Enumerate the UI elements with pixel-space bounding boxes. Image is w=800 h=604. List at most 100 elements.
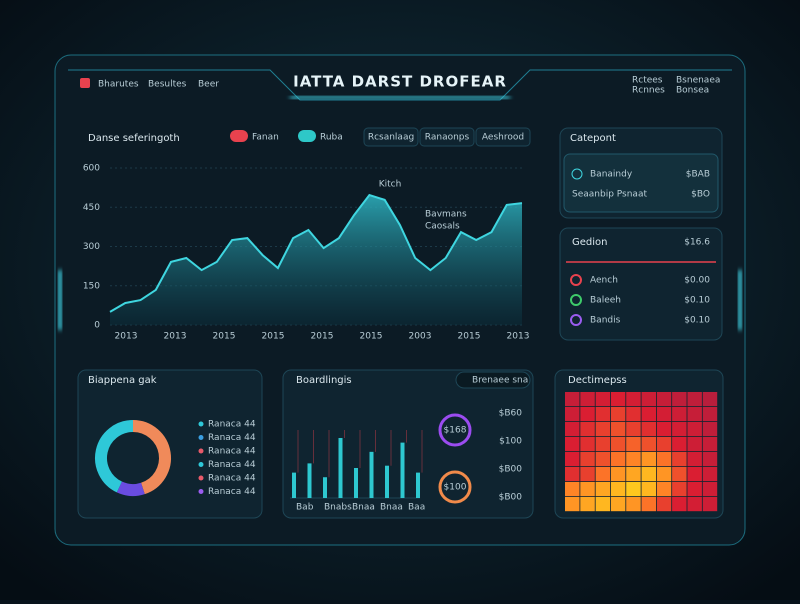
header-line	[68, 69, 732, 101]
legend-dot	[198, 448, 204, 454]
tab[interactable]	[419, 127, 475, 147]
heat-cell	[656, 407, 672, 422]
card	[563, 153, 719, 213]
heat-cell	[580, 422, 595, 437]
row-value: $BAB	[686, 170, 710, 180]
panel	[282, 369, 534, 519]
heat-cell	[580, 482, 595, 497]
row-value: $BO	[691, 190, 710, 200]
chart-title: Danse seferingoth	[88, 133, 180, 144]
panel-title: Gedion	[572, 237, 607, 248]
heat-cell	[565, 407, 580, 422]
heat-cell	[610, 452, 626, 467]
tab-label[interactable]: Ranaonps	[425, 133, 470, 143]
side-value: $B00	[499, 465, 523, 475]
heat-cell	[702, 437, 718, 452]
y-tick-label: 450	[83, 203, 100, 213]
heat-cell	[580, 392, 595, 407]
ring	[438, 470, 472, 504]
x-tick-label: 2013	[507, 332, 530, 342]
side-glow	[738, 270, 742, 330]
heat-cell	[610, 497, 626, 512]
bar	[354, 468, 358, 498]
heat-cell	[656, 467, 672, 482]
y-tick-label: 0	[94, 321, 100, 331]
y-tick-label: 150	[83, 281, 100, 291]
heat-cell	[656, 452, 672, 467]
tab-label[interactable]: Aeshrood	[482, 133, 524, 143]
legend-swatch[interactable]	[298, 130, 316, 142]
x-tick-label: Bab	[296, 503, 314, 513]
heat-cell	[687, 407, 702, 422]
annotation: Kitch	[379, 180, 402, 190]
heat-cell	[595, 407, 611, 422]
heat-cell	[626, 467, 641, 482]
tab[interactable]	[475, 127, 531, 147]
heat-cell	[687, 467, 702, 482]
heat-cell	[595, 422, 611, 437]
header-label: Bsnenaea	[676, 76, 720, 86]
heat-cell	[702, 422, 718, 437]
legend-label[interactable]: Ruba	[320, 133, 343, 143]
heat-cell	[702, 407, 718, 422]
heat-cell	[672, 497, 687, 512]
tab-label[interactable]: Rcsanlaag	[368, 133, 414, 143]
heat-cell	[565, 467, 580, 482]
heat-cell	[687, 392, 702, 407]
heat-cell	[687, 497, 702, 512]
ring-label: $100	[444, 483, 467, 493]
heat-cell	[580, 452, 595, 467]
heat-cell	[702, 467, 718, 482]
heat-cell	[595, 437, 611, 452]
row-icon	[570, 294, 582, 306]
row-value: $0.00	[684, 276, 710, 286]
legend-label: Ranaca 44	[208, 487, 256, 497]
heat-cell	[565, 422, 580, 437]
pill-label[interactable]: Brenaee sna	[472, 376, 528, 386]
heat-cell	[626, 422, 641, 437]
heat-cell	[641, 497, 656, 512]
heat-cell	[687, 422, 702, 437]
heat-cell	[641, 437, 656, 452]
legend-dot	[198, 462, 204, 467]
legend-swatch[interactable]	[230, 130, 248, 142]
tab[interactable]	[363, 127, 419, 147]
heat-cell	[580, 437, 595, 452]
legend-label: Ranaca 44	[208, 447, 256, 457]
panel-title: Catepont	[570, 133, 616, 144]
heat-cell	[672, 437, 687, 452]
pill[interactable]	[455, 371, 531, 389]
row-value: $0.10	[684, 296, 710, 306]
heat-cell	[595, 467, 611, 482]
row-icon	[570, 274, 582, 286]
bar	[323, 477, 327, 498]
heat-cell	[656, 497, 672, 512]
bar	[338, 438, 343, 498]
x-tick-label: 2013	[115, 332, 138, 342]
row-label: Baleeh	[590, 296, 621, 306]
heat-cell	[610, 482, 626, 497]
side-value: $B00	[499, 493, 523, 503]
annotation-sub: Bavmans	[425, 210, 467, 220]
bar	[292, 472, 296, 498]
legend-label: Ranaca 44	[208, 474, 256, 484]
heat-cell	[565, 452, 580, 467]
header-glow	[290, 96, 510, 99]
legend-label: Ranaca 44	[208, 420, 256, 430]
heat-cell	[610, 407, 626, 422]
heat-cell	[702, 392, 718, 407]
heat-cell	[610, 437, 626, 452]
legend-label[interactable]: Fanan	[252, 133, 279, 143]
icon	[571, 168, 583, 180]
x-tick-label: Baa	[408, 503, 425, 513]
header-label: Bonsea	[676, 86, 709, 96]
bar	[385, 465, 389, 498]
heat-cell	[672, 422, 687, 437]
heat-cell	[565, 497, 580, 512]
area-line	[109, 193, 523, 313]
row-label: Bandis	[590, 316, 621, 326]
header-label: Bharutes	[98, 80, 139, 90]
x-tick-label: 2015	[213, 332, 236, 342]
row-label: Seaanbip Psnaat	[572, 190, 647, 200]
region-total: $16.6	[684, 238, 710, 248]
